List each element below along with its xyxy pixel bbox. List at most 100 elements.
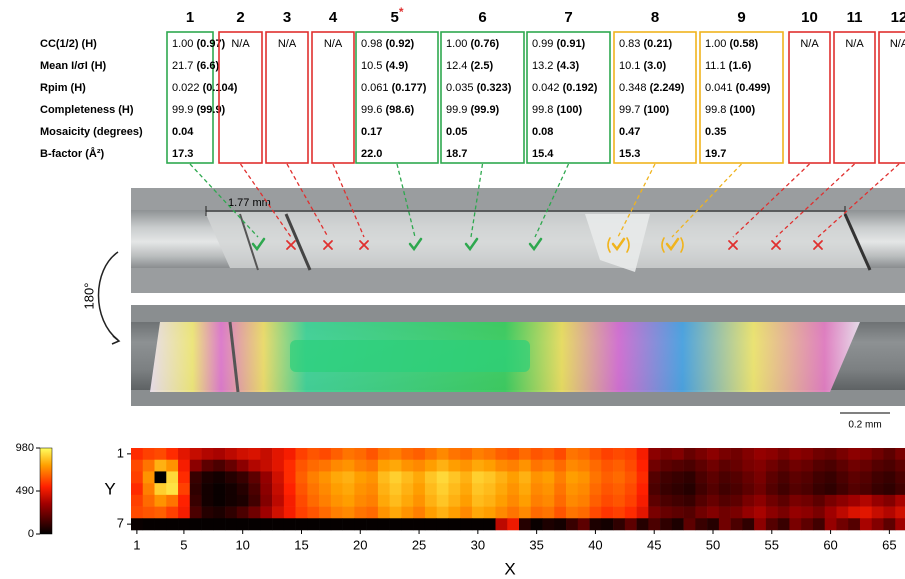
- cell: 1.00 (0.97): [172, 38, 226, 50]
- heat-cell: [660, 448, 672, 460]
- heat-cell: [637, 483, 649, 495]
- heat-cell: [225, 518, 237, 530]
- heat-cell: [166, 507, 178, 519]
- heat-cell: [778, 507, 790, 519]
- heat-cell: [660, 518, 672, 530]
- heat-cell: [836, 495, 848, 507]
- heat-cell: [507, 518, 519, 530]
- heat-cell: [543, 507, 555, 519]
- heat-cell: [260, 460, 272, 472]
- heat-cell: [448, 495, 460, 507]
- x-tick-label: 1: [133, 537, 140, 552]
- heat-cell: [531, 495, 543, 507]
- y-tick-label: 7: [117, 516, 124, 531]
- heat-cell: [554, 507, 566, 519]
- heat-cell: [484, 507, 496, 519]
- heat-cell: [143, 471, 155, 483]
- heat-cell: [178, 448, 190, 460]
- heat-cell: [707, 495, 719, 507]
- heat-cell: [213, 518, 225, 530]
- heat-cell: [260, 471, 272, 483]
- column-box: [700, 32, 783, 163]
- heat-cell: [895, 495, 905, 507]
- heat-cell: [566, 518, 578, 530]
- rotation-label: 180°: [81, 283, 96, 310]
- heat-cell: [742, 448, 754, 460]
- heat-cell: [731, 448, 743, 460]
- heat-cell: [366, 518, 378, 530]
- heat-cell: [460, 507, 472, 519]
- heat-cell: [319, 518, 331, 530]
- heat-cell: [519, 518, 531, 530]
- cell: 11.1 (1.6): [705, 60, 752, 72]
- heat-cell: [237, 448, 249, 460]
- heat-cell: [484, 471, 496, 483]
- colorbar-tick-label: 0: [28, 528, 34, 540]
- cell: N/A: [231, 38, 250, 50]
- heat-cell: [813, 483, 825, 495]
- heat-cell: [272, 471, 284, 483]
- heat-cell: [143, 507, 155, 519]
- cell-bold: (0.21): [643, 38, 672, 50]
- heat-cell: [848, 471, 860, 483]
- heat-cell: [531, 518, 543, 530]
- heat-cell: [437, 460, 449, 472]
- heat-cell: [401, 483, 413, 495]
- heat-cell: [272, 518, 284, 530]
- cell: 1.00 (0.58): [705, 38, 759, 50]
- cell-bold: (0.499): [736, 82, 771, 94]
- heat-cell: [825, 471, 837, 483]
- heat-cell: [554, 471, 566, 483]
- heat-cell: [155, 448, 167, 460]
- heat-cell: [307, 518, 319, 530]
- cell-bold: 17.3: [172, 148, 193, 160]
- cell: 10.1 (3.0): [619, 60, 666, 72]
- heat-cell: [472, 483, 484, 495]
- column-box: [879, 32, 905, 163]
- heat-cell: [307, 471, 319, 483]
- heat-cell: [789, 495, 801, 507]
- heat-cell: [425, 495, 437, 507]
- heat-cell: [707, 507, 719, 519]
- heat-cell: [343, 495, 355, 507]
- heat-cell: [507, 483, 519, 495]
- column-box: [312, 32, 354, 163]
- heat-cell: [778, 518, 790, 530]
- heat-cell: [578, 471, 590, 483]
- heat-cell: [472, 507, 484, 519]
- heat-cell: [272, 483, 284, 495]
- cell: 99.9 (99.9): [172, 104, 226, 116]
- heat-cell: [789, 460, 801, 472]
- heat-cell: [801, 460, 813, 472]
- heat-cell: [601, 495, 613, 507]
- heat-cell: [872, 460, 884, 472]
- heat-cell: [590, 507, 602, 519]
- heat-cell: [354, 495, 366, 507]
- heat-cell: [331, 495, 343, 507]
- heat-cell: [825, 483, 837, 495]
- cell: 18.7: [446, 148, 467, 160]
- heat-cell: [343, 460, 355, 472]
- heat-cell: [648, 495, 660, 507]
- cell: 0.05: [446, 126, 467, 138]
- heat-cell: [484, 483, 496, 495]
- heat-cell: [695, 448, 707, 460]
- cell-bold: (3.0): [643, 60, 666, 72]
- column-number: 11: [847, 9, 863, 26]
- cell-bold: 18.7: [446, 148, 467, 160]
- heat-cell: [225, 460, 237, 472]
- heat-cell: [366, 495, 378, 507]
- photo-bottom: [131, 305, 905, 406]
- heat-cell: [836, 471, 848, 483]
- heat-cell: [213, 448, 225, 460]
- cell: 17.3: [172, 148, 193, 160]
- heat-cell: [437, 483, 449, 495]
- heat-cell: [319, 471, 331, 483]
- heat-cell: [155, 483, 167, 495]
- heat-cell: [543, 471, 555, 483]
- heat-cell: [284, 471, 296, 483]
- heat-cell: [131, 495, 143, 507]
- row-label: Mean I/σI (H): [40, 60, 107, 72]
- heat-cell: [707, 471, 719, 483]
- heat-cell: [178, 460, 190, 472]
